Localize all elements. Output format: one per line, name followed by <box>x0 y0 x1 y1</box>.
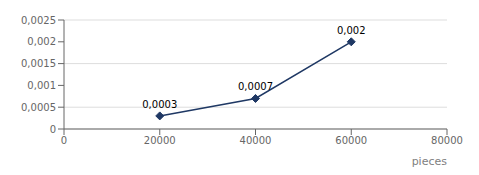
svg-text:20000: 20000 <box>144 135 176 146</box>
svg-text:pieces: pieces <box>412 155 448 167</box>
svg-text:0,0003: 0,0003 <box>142 99 177 110</box>
svg-text:80000: 80000 <box>431 135 463 146</box>
svg-text:60000: 60000 <box>335 135 367 146</box>
svg-text:0,0005: 0,0005 <box>21 102 56 113</box>
svg-text:0,002: 0,002 <box>337 25 366 36</box>
svg-text:0,001: 0,001 <box>27 80 56 91</box>
svg-text:0: 0 <box>50 124 56 135</box>
svg-text:0: 0 <box>61 135 67 146</box>
svg-text:0,002: 0,002 <box>27 36 56 47</box>
svg-text:0,0007: 0,0007 <box>238 81 273 92</box>
svg-text:40000: 40000 <box>240 135 272 146</box>
svg-text:0,0015: 0,0015 <box>21 58 56 69</box>
svg-text:0,0025: 0,0025 <box>21 15 56 26</box>
